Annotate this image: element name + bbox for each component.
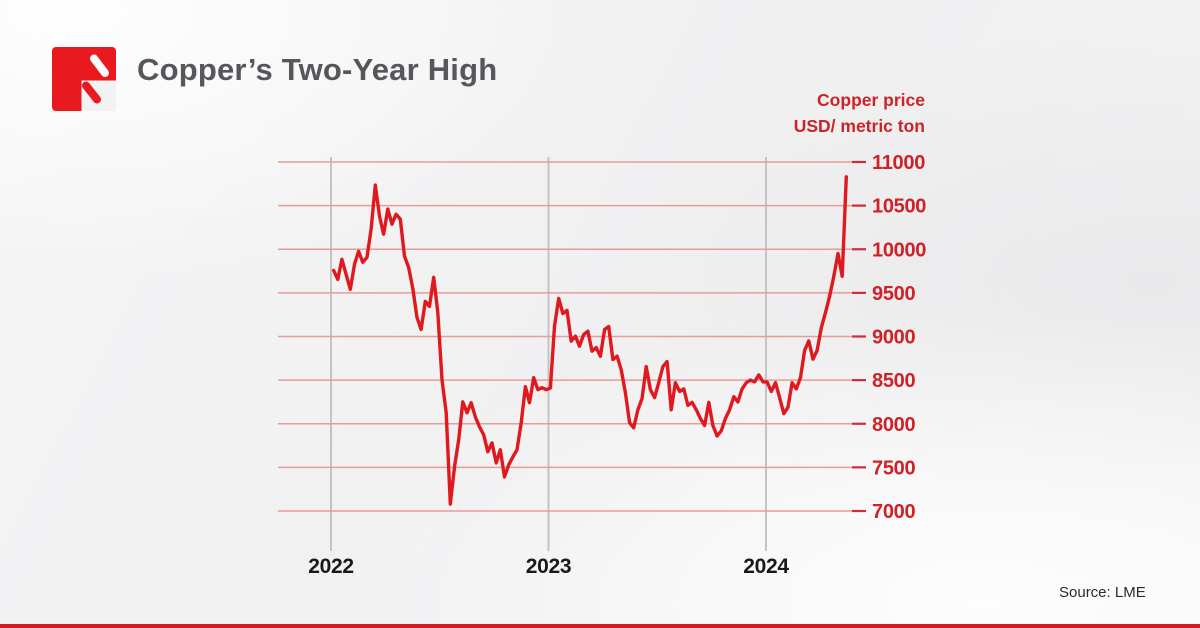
x-tick-label: 2024 — [743, 555, 789, 578]
y-tick-label: 9500 — [872, 283, 915, 305]
x-tick-label: 2022 — [308, 555, 354, 578]
y-tick-label: 11000 — [872, 152, 925, 174]
x-tick-label: 2023 — [526, 555, 572, 578]
y-tick-label: 10500 — [872, 196, 926, 218]
y-tick-label: 8000 — [872, 414, 915, 436]
bottom-accent-bar — [0, 624, 1200, 628]
copper-price-line — [331, 175, 848, 506]
y-tick-label: 7000 — [872, 501, 915, 523]
page-title: Copper’s Two-Year High — [137, 52, 498, 87]
y-tick-label: 7500 — [872, 457, 915, 479]
y-tick-label: 9000 — [872, 327, 915, 349]
source-caption: Source: LME — [1059, 584, 1146, 601]
axis-unit-line1: Copper price — [817, 90, 925, 110]
axis-unit-label: Copper price USD/ metric ton — [794, 87, 925, 139]
brand-logo-icon — [52, 47, 116, 111]
y-tick-label: 10000 — [872, 239, 926, 261]
y-tick-label: 8500 — [872, 370, 915, 392]
axis-unit-line2: USD/ metric ton — [793, 116, 925, 136]
brand-logo — [52, 47, 116, 111]
